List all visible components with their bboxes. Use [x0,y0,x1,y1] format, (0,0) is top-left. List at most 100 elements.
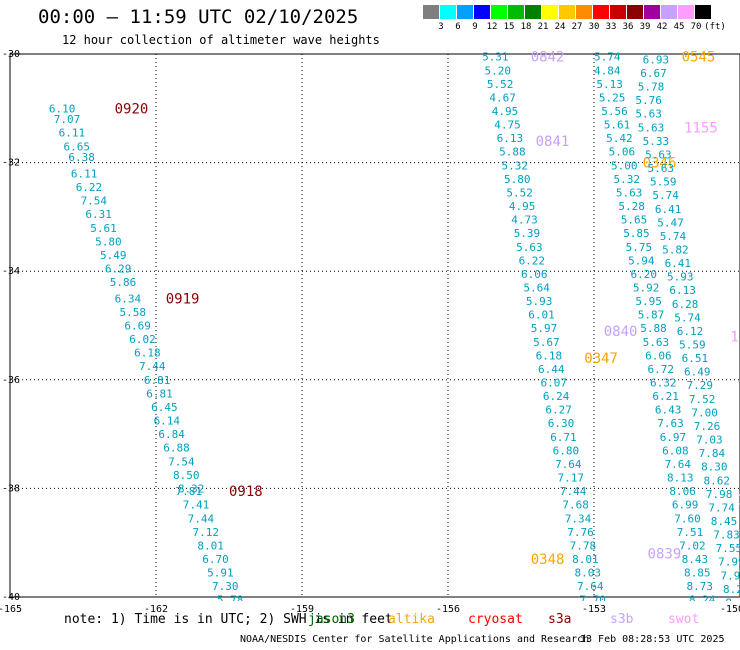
legend-label: 36 [622,22,634,32]
wave-height-label: 5.95 [635,295,662,308]
wave-height-label: 6.12 [677,325,704,338]
wave-height-label: 6.72 [648,363,675,376]
wave-height-label: 6.02 [129,333,156,346]
wave-height-label: 5.75 [626,241,653,254]
wave-height-label: 6.70 [202,553,229,566]
x-tick-label: -162 [144,604,168,615]
wave-height-label: 6.32 [650,377,677,390]
legend-swatch [610,5,626,19]
wave-height-label: 5.74 [660,230,687,243]
generated-timestamp: 13 Feb 08:28:53 UTC 2025 [580,634,725,645]
wave-height-label: 6.20 [631,268,658,281]
track-time-label: 0919 [166,291,200,307]
wave-height-label: 7.98 [706,488,733,501]
wave-height-label: 6.01 [528,309,555,322]
legend-label: 33 [605,22,617,32]
wave-height-label: 5.42 [606,132,633,145]
legend-swatch [593,5,609,19]
legend-swatch [678,5,694,19]
legend-swatch [576,5,592,19]
wave-height-label: 7.34 [565,512,592,525]
wave-height-label: 8.45 [711,515,738,528]
wave-height-label: 6.24 [543,390,570,403]
legend-swatch [627,5,643,19]
wave-height-label: 6.49 [684,366,711,379]
wave-height-label: 7.64 [577,580,604,593]
legend-swatch [525,5,541,19]
wave-height-label: 8.03 [575,567,602,580]
wave-height-label: 7.99 [718,556,740,569]
legend-swatch [559,5,575,19]
wave-height-label: 5.39 [514,227,541,240]
wave-height-label: 5.52 [506,186,533,199]
wave-height-label: 6.29 [105,262,131,275]
wave-height-label: 5.59 [679,339,706,352]
track-time-label: 115 [738,492,740,508]
wave-height-label: 5.13 [596,78,623,91]
wave-height-label: 6.34 [115,292,142,305]
wave-height-label: 5.63 [616,186,643,199]
wave-height-label: 7.52 [689,393,716,406]
wave-height-label: 8.24 [689,594,716,607]
wave-height-label: 6.38 [68,151,95,164]
wave-height-label: 5.61 [604,119,631,132]
wave-height-label: 7.29 [686,379,713,392]
legend-swatch [644,5,660,19]
wave-height-label: 6.10 [49,102,76,115]
wave-height-label: 5.92 [633,281,660,294]
y-tick-label: -36 [2,375,20,386]
legend-swatch [491,5,507,19]
wave-height-label: 5.63 [516,241,543,254]
wave-height-label: 6.13 [669,284,696,297]
track-layer: 6.107.076.116.656.386.116.227.546.315.61… [49,50,740,609]
wave-height-label: 6.21 [652,390,679,403]
wave-height-label: 5.88 [499,146,525,159]
wave-height-label: 6.22 [76,181,103,194]
wave-height-label: 6.51 [682,352,709,365]
satellite-name: s3b [610,612,634,627]
wave-height-label: 6.18 [134,347,161,360]
credit-line: NOAA/NESDIS Center for Satellite Applica… [240,634,590,645]
track-time-label: 1156 [730,329,740,345]
wave-height-label: 5.74 [594,51,621,64]
wave-height-label: 6.80 [553,444,580,457]
legend-swatch [661,5,677,19]
wave-height-label: 5.25 [599,91,626,104]
wave-height-label: 7.64 [665,458,692,471]
wave-height-label: 7.12 [193,526,220,539]
wave-height-label: 4.75 [494,119,521,132]
legend-label: 9 [472,22,478,32]
wave-height-label: 4.67 [489,91,516,104]
wave-height-label: 6.06 [645,349,672,362]
legend-label: 12 [486,22,498,32]
wave-height-label: 6.13 [497,132,523,145]
chart-title: 00:00 – 11:59 UTC 02/10/2025 [38,6,359,28]
wave-height-label: 8.73 [686,580,713,593]
wave-height-label: 8.18 [725,596,740,609]
wave-height-label: 6.71 [550,431,577,444]
wave-height-label: 5.87 [638,309,665,322]
wave-height-label: 6.45 [151,401,178,414]
wave-height-label: 5.52 [487,78,514,91]
wave-height-label: 5.76 [635,94,662,107]
wave-height-label: 6.08 [662,444,689,457]
wave-height-label: 8.06 [669,485,696,498]
wave-height-label: 8.13 [667,472,694,485]
wave-height-label: 6.31 [85,208,112,221]
wave-height-label: 4.73 [511,214,538,227]
wave-height-label: 5.63 [643,336,670,349]
wave-height-label: 5.78 [638,81,665,94]
legend-swatch [508,5,524,19]
legend-label: 21 [537,22,549,32]
wave-height-label: 7.64 [555,458,582,471]
wave-height-label: 6.22 [519,254,546,267]
wave-height-label: 5.32 [502,159,529,172]
wave-height-label: 7.76 [567,526,594,539]
wave-height-label: 7.60 [674,512,701,525]
track-time-label: 0839 [648,547,682,563]
chart-subtitle: 12 hour collection of altimeter wave hei… [62,33,380,47]
wave-height-label: 7.00 [691,406,718,419]
wave-height-label: 6.06 [521,268,548,281]
plot-frame [9,53,740,598]
y-tick-label: -32 [2,158,20,169]
